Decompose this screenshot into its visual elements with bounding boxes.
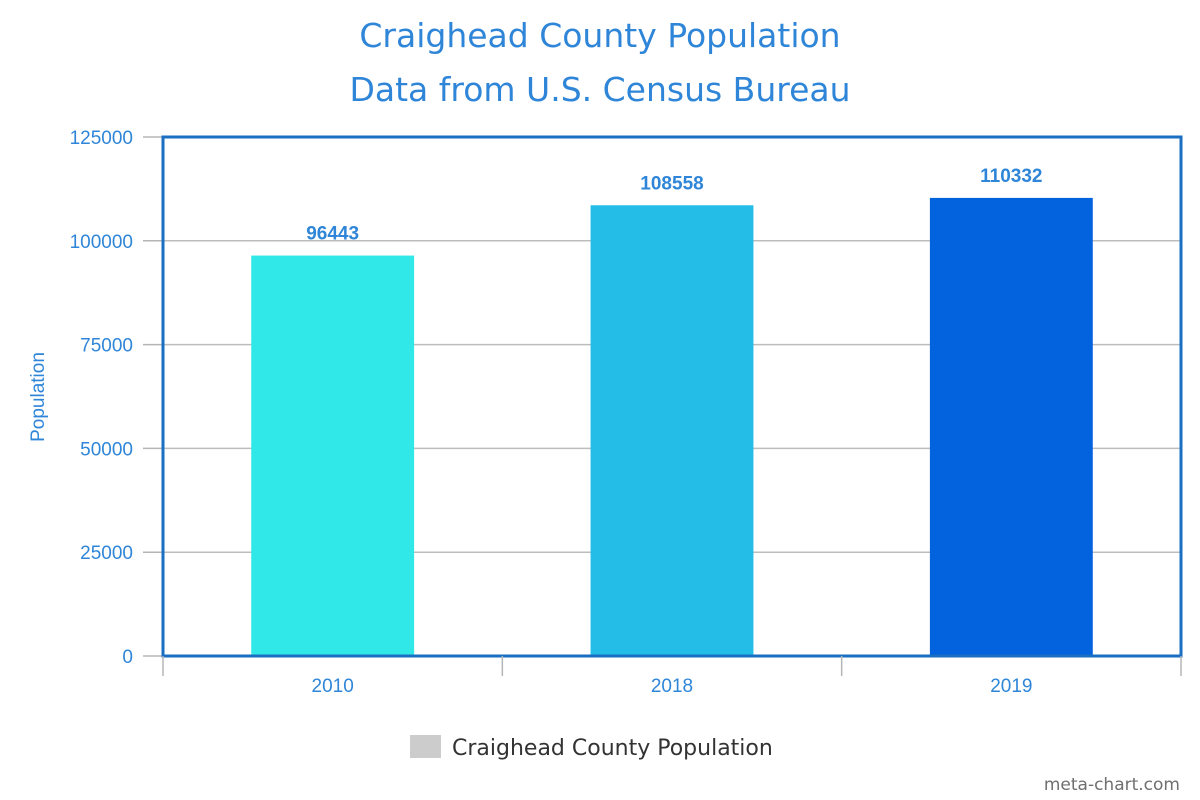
data-label-2019: 110332 <box>980 166 1042 187</box>
x-tick-label-2019: 2019 <box>990 676 1032 697</box>
plot-frame <box>161 135 1183 658</box>
y-tick-label: 25000 <box>80 543 133 564</box>
x-tick-label-2010: 2010 <box>312 676 354 697</box>
y-axis-label: Population <box>28 352 49 442</box>
x-axis-ticks: 2010 2018 2019 <box>162 656 1182 697</box>
bar-2019 <box>929 197 1093 656</box>
chart-title: Craighead County Population <box>359 16 840 55</box>
bar-2018 <box>590 205 754 656</box>
legend-swatch[interactable] <box>410 735 441 758</box>
y-tick-label: 75000 <box>80 336 133 357</box>
y-tick-label: 0 <box>122 647 133 668</box>
watermark: meta-chart.com <box>1044 775 1180 795</box>
data-label-2010: 96443 <box>306 224 359 245</box>
data-labels: 96443 108558 110332 <box>306 166 1042 245</box>
y-tick-label: 125000 <box>70 128 133 149</box>
y-tick-label: 100000 <box>70 232 133 253</box>
y-tick-label: 50000 <box>80 439 133 460</box>
data-label-2018: 108558 <box>640 173 703 194</box>
y-axis-ticks: 0 25000 50000 75000 100000 125000 <box>70 128 163 668</box>
x-tick-label-2018: 2018 <box>651 676 693 697</box>
legend[interactable]: Craighead County Population <box>410 735 773 761</box>
bars <box>251 197 1093 656</box>
chart-subtitle: Data from U.S. Census Bureau <box>349 70 850 109</box>
bar-2010 <box>251 255 415 656</box>
legend-label[interactable]: Craighead County Population <box>452 736 773 761</box>
